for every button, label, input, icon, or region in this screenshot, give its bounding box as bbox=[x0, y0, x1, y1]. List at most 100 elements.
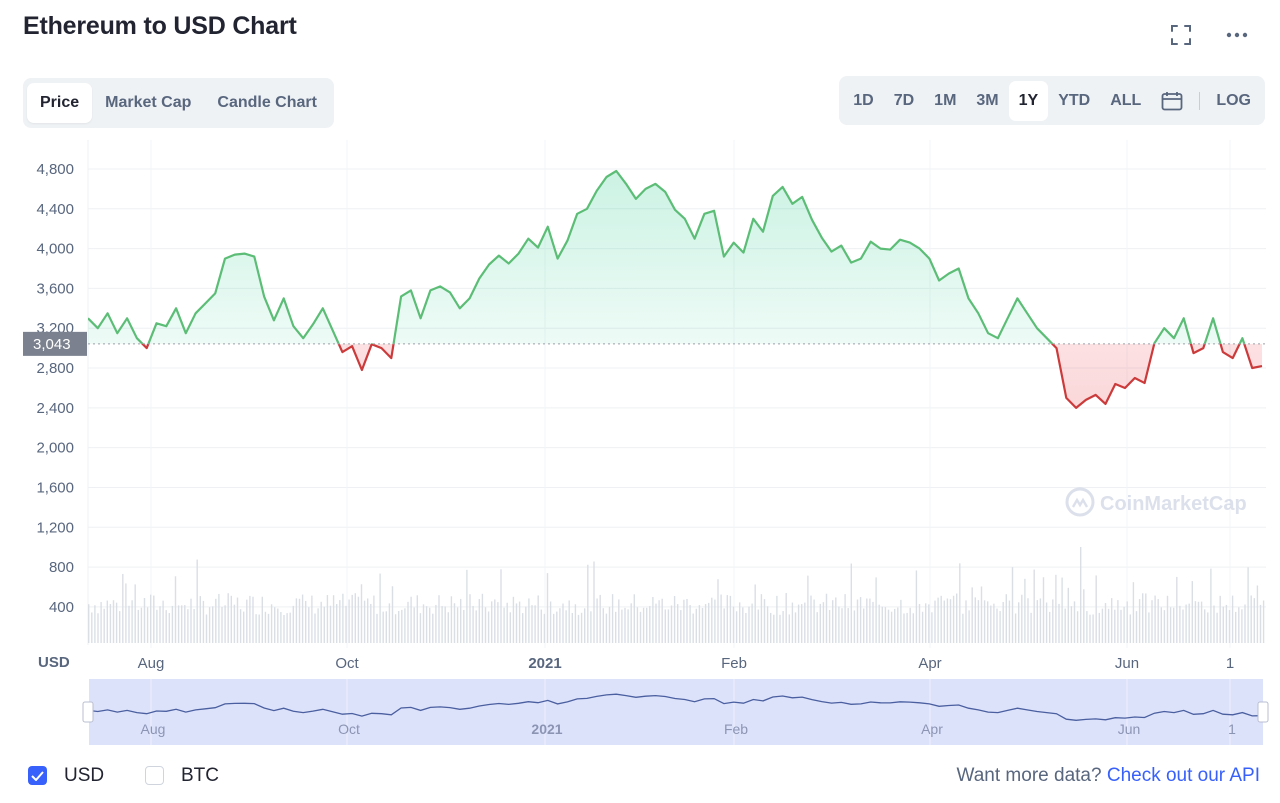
volume-bar bbox=[1160, 607, 1162, 643]
volume-bar bbox=[264, 611, 267, 643]
log-toggle[interactable]: LOG bbox=[1216, 91, 1251, 109]
volume-bar bbox=[956, 593, 958, 643]
volume-bar bbox=[357, 596, 360, 643]
volume-bar bbox=[289, 612, 291, 643]
volume-bar bbox=[959, 563, 961, 643]
volume-bar bbox=[1132, 582, 1135, 643]
volume-bar bbox=[233, 604, 236, 643]
volume-bar bbox=[370, 603, 372, 643]
navigator-left-handle[interactable] bbox=[82, 701, 94, 723]
area-above-reference bbox=[88, 171, 1262, 344]
range-ytd[interactable]: YTD bbox=[1058, 91, 1091, 109]
volume-bar bbox=[639, 611, 642, 643]
x-tick-label: Jun bbox=[1115, 655, 1139, 672]
volume-bar bbox=[735, 611, 738, 643]
volume-bar bbox=[314, 613, 316, 643]
volume-bar bbox=[295, 598, 298, 643]
volume-bar bbox=[971, 587, 973, 643]
volume-bar bbox=[410, 596, 412, 643]
volume-bar bbox=[298, 598, 301, 643]
volume-bar bbox=[590, 611, 592, 643]
volume-bar bbox=[472, 605, 474, 643]
volume-bar bbox=[1179, 605, 1181, 643]
range-1m[interactable]: 1M bbox=[934, 91, 957, 109]
range-1d[interactable]: 1D bbox=[853, 91, 874, 109]
volume-bar bbox=[683, 599, 685, 643]
volume-bar bbox=[320, 601, 322, 643]
volume-bar bbox=[419, 613, 422, 643]
volume-bar bbox=[1148, 612, 1150, 643]
volume-bar bbox=[484, 607, 487, 643]
btc-checkbox[interactable] bbox=[145, 766, 164, 785]
range-navigator[interactable]: Aug Oct 2021 Feb Apr Jun 1 bbox=[82, 679, 1269, 745]
tab-price[interactable]: Price bbox=[27, 83, 93, 123]
volume-bar bbox=[596, 598, 598, 643]
volume-bar bbox=[1176, 576, 1178, 643]
y-tick-label: 1,600 bbox=[36, 479, 74, 496]
volume-bar bbox=[196, 559, 198, 643]
volume-bar bbox=[1213, 605, 1215, 643]
x-tick-label: Feb bbox=[721, 655, 747, 672]
tab-candle-chart[interactable]: Candle Chart bbox=[217, 94, 317, 111]
volume-bar bbox=[599, 594, 601, 643]
price-chart[interactable]: CoinMarketCap 400 800 1,200 1,600 2,000 2,400… bbox=[0, 140, 1280, 752]
volume-bar bbox=[909, 607, 911, 643]
volume-bar bbox=[912, 613, 914, 643]
volume-bar bbox=[1204, 609, 1206, 643]
navigator-label: Jun bbox=[1118, 721, 1141, 737]
volume-bar bbox=[1080, 546, 1082, 643]
volume-bar bbox=[825, 593, 828, 643]
volume-bar bbox=[91, 612, 93, 643]
volume-bar bbox=[171, 605, 174, 643]
volume-bar bbox=[983, 600, 986, 643]
fullscreen-icon[interactable] bbox=[1168, 22, 1194, 48]
y-tick-label: 3,600 bbox=[36, 280, 74, 297]
volume-bar bbox=[1142, 593, 1144, 643]
volume-bar bbox=[1117, 600, 1119, 643]
volume-bar bbox=[429, 607, 431, 643]
volume-bar bbox=[97, 613, 99, 643]
volume-bar bbox=[478, 599, 480, 643]
tab-market-cap[interactable]: Market Cap bbox=[105, 94, 192, 111]
navigator-label: Aug bbox=[141, 721, 166, 737]
navigator-window[interactable] bbox=[89, 679, 1263, 745]
volume-bar bbox=[360, 584, 363, 643]
range-all[interactable]: ALL bbox=[1110, 91, 1142, 109]
volume-bar bbox=[1008, 600, 1011, 643]
x-tick-label: 2021 bbox=[528, 655, 561, 672]
api-link[interactable]: Check out our API bbox=[1106, 765, 1260, 786]
volume-bar bbox=[515, 603, 518, 643]
y-axis-unit: USD bbox=[38, 654, 70, 671]
volume-bar bbox=[100, 602, 102, 643]
volume-bar bbox=[844, 594, 846, 643]
volume-bar bbox=[153, 595, 155, 643]
volume-bar bbox=[841, 608, 843, 643]
volume-bar bbox=[267, 613, 270, 643]
volume-bar bbox=[1145, 593, 1147, 643]
volume-bar bbox=[497, 602, 499, 643]
range-7d[interactable]: 7D bbox=[893, 91, 915, 109]
volume-bar bbox=[481, 593, 484, 643]
volume-bar bbox=[859, 597, 862, 643]
volume-bar bbox=[1114, 609, 1116, 643]
volume-bar bbox=[432, 613, 434, 643]
x-tick-label: Oct bbox=[335, 655, 359, 672]
range-3m[interactable]: 3M bbox=[976, 91, 999, 109]
x-axis: Aug Oct 2021 Feb Apr Jun 1 bbox=[138, 655, 1235, 672]
volume-bar bbox=[708, 602, 710, 643]
calendar-icon[interactable] bbox=[1151, 81, 1193, 121]
navigator-right-handle[interactable] bbox=[1257, 701, 1269, 723]
volume-bar bbox=[1104, 603, 1107, 643]
volume-bar bbox=[952, 595, 955, 643]
volume-bar bbox=[828, 609, 831, 643]
range-1y[interactable]: 1Y bbox=[1008, 80, 1049, 121]
volume-bar bbox=[565, 610, 567, 643]
volume-bar bbox=[159, 606, 161, 643]
usd-checkbox[interactable] bbox=[28, 766, 47, 785]
volume-bar bbox=[1135, 611, 1138, 643]
price-area bbox=[88, 171, 1262, 408]
volume-bar bbox=[872, 601, 874, 643]
more-dots-icon[interactable] bbox=[1224, 22, 1250, 48]
volume-bar bbox=[866, 598, 868, 643]
volume-bar bbox=[791, 602, 794, 643]
